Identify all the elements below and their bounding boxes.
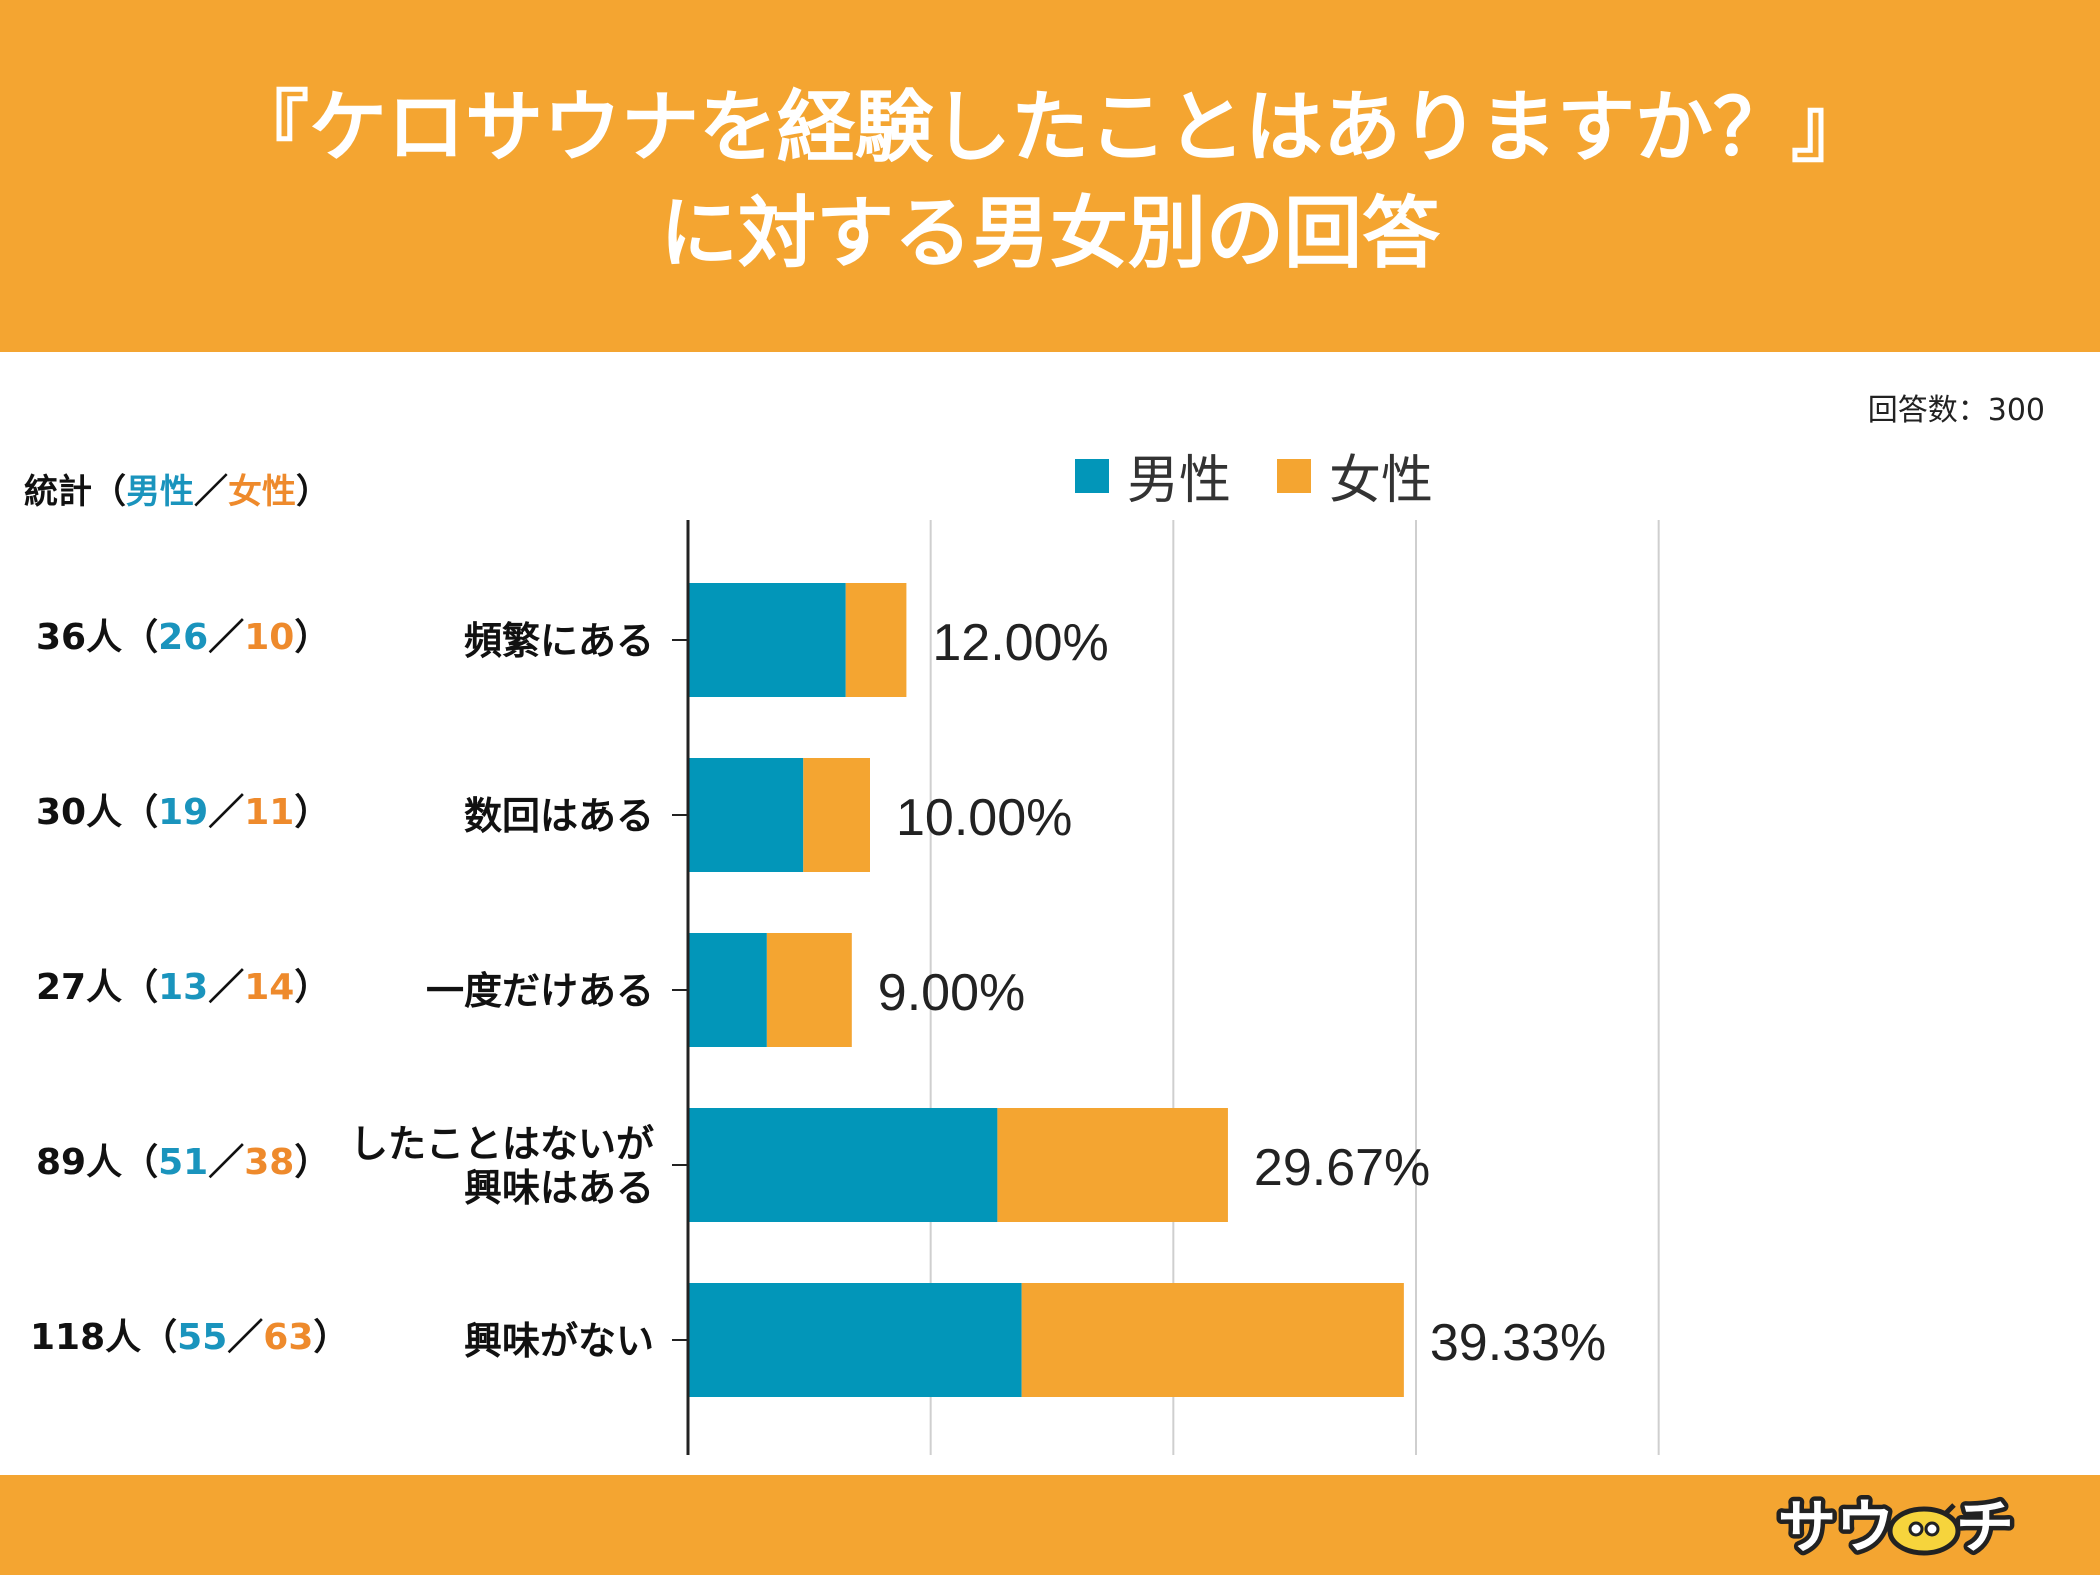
stat-total: 118人（ <box>30 1317 178 1358</box>
category-label: 一度だけある <box>426 969 654 1013</box>
stats-header-male: 男性 <box>126 472 194 512</box>
stat-row: 89人（51／38） <box>36 1141 330 1185</box>
stat-sep: ／ <box>208 1142 245 1183</box>
data-label: 10.00% <box>896 789 1072 847</box>
stats-header-prefix: 統計（ <box>24 472 126 512</box>
stat-row: 27人（13／14） <box>36 966 330 1010</box>
stat-male: 51 <box>158 1142 209 1183</box>
stat-close: ） <box>294 967 331 1008</box>
stats-header: 統計（男性／女性） <box>24 464 330 513</box>
data-label: 12.00% <box>932 614 1108 672</box>
stats-header-sep: ／ <box>194 472 228 512</box>
site-logo: サウ チ サウ チ <box>1776 1489 2019 1566</box>
svg-text:サウ: サウ <box>1778 1493 1894 1561</box>
bar-female <box>845 583 907 697</box>
stat-sep: ／ <box>208 792 245 833</box>
category-label: 興味はある <box>464 1166 654 1210</box>
data-label: 29.67% <box>1254 1139 1430 1197</box>
legend-item-male: 男性 <box>1075 438 1231 513</box>
category-label: したことはないが <box>350 1122 654 1166</box>
stat-female: 10 <box>244 617 295 658</box>
footer-banner <box>0 1475 2100 1575</box>
chart-title-line2: に対する男女別の回答 <box>659 189 1440 279</box>
stacked-bar-chart: 12.00% 頻繁にある 10.00% 数回はある 9.00% 一度だけある 29.67% し… <box>350 520 1660 1455</box>
stat-row: 118人（55／63） <box>30 1316 349 1360</box>
bar-male <box>688 933 767 1047</box>
stat-sep: ／ <box>227 1317 264 1358</box>
svg-text:サウ: サウ <box>1778 1493 1894 1561</box>
legend: 男性 女性 <box>1075 438 1479 513</box>
category-label: 頻繁にある <box>464 619 654 663</box>
stat-close: ） <box>313 1317 350 1358</box>
stat-total: 27人（ <box>36 967 159 1008</box>
category-label: 数回はある <box>464 794 654 838</box>
stat-male: 26 <box>158 617 209 658</box>
response-count: 回答数：300 <box>1867 393 2045 428</box>
data-label: 9.00% <box>878 964 1025 1022</box>
stat-female: 11 <box>244 792 295 833</box>
bar-female <box>1021 1283 1404 1397</box>
chart-title-line1: 『ケロサウナを経験したことはありますか？』 <box>230 83 1869 173</box>
stat-male: 19 <box>158 792 209 833</box>
stats-header-female: 女性 <box>228 472 296 512</box>
bar-female <box>997 1108 1228 1222</box>
stat-close: ） <box>294 1142 331 1183</box>
svg-text:チ: チ <box>1956 1493 2014 1561</box>
stat-total: 89人（ <box>36 1142 159 1183</box>
legend-label-male: 男性 <box>1127 451 1232 511</box>
svg-text:チ: チ <box>1956 1493 2014 1561</box>
stats-header-suffix: ） <box>296 472 330 512</box>
bar-male <box>688 583 846 697</box>
legend-label-female: 女性 <box>1329 451 1434 511</box>
bar-female <box>803 758 870 872</box>
header-banner: 『ケロサウナを経験したことはありますか？』 に対する男女別の回答 <box>0 0 2100 352</box>
stat-female: 63 <box>263 1317 314 1358</box>
stat-female: 14 <box>244 967 295 1008</box>
stat-row: 30人（19／11） <box>36 791 330 835</box>
bar-male <box>688 758 804 872</box>
stat-close: ） <box>294 792 331 833</box>
stat-male: 55 <box>177 1317 228 1358</box>
stat-female: 38 <box>244 1142 295 1183</box>
stat-sep: ／ <box>208 617 245 658</box>
stat-row: 36人（26／10） <box>36 616 330 660</box>
stat-total: 30人（ <box>36 792 159 833</box>
data-label: 39.33% <box>1430 1314 1606 1372</box>
legend-item-female: 女性 <box>1277 438 1433 513</box>
bar-female <box>766 933 852 1047</box>
stat-close: ） <box>294 617 331 658</box>
bar-male <box>688 1108 998 1222</box>
stat-male: 13 <box>158 967 209 1008</box>
bar-male <box>688 1283 1022 1397</box>
legend-swatch-female <box>1277 458 1312 493</box>
legend-swatch-male <box>1075 458 1109 493</box>
stat-total: 36人（ <box>36 617 159 658</box>
category-label: 興味がない <box>464 1319 654 1363</box>
stat-sep: ／ <box>208 967 245 1008</box>
